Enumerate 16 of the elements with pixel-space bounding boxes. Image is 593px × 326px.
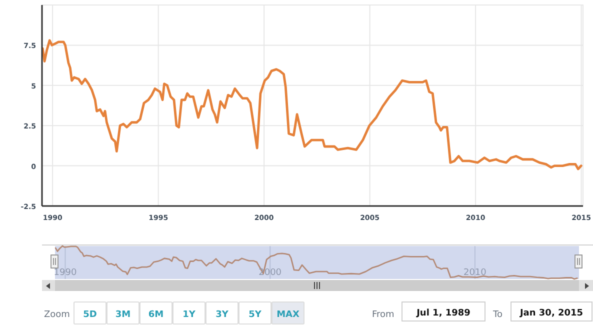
text: To: [492, 310, 503, 320]
text: Zoom: [44, 310, 70, 320]
zoom-button: 3Y: [206, 302, 238, 324]
text: From: [372, 310, 394, 320]
zoom-button: MAX: [272, 302, 304, 324]
zoom-button: 5D: [74, 302, 106, 324]
zoom-button: 3M: [106, 302, 140, 324]
line-series: [41, 39, 582, 170]
x-tick-label: 2000: [258, 268, 282, 278]
zoom-button: 6M: [140, 302, 172, 324]
x-tick-label: 1990: [54, 268, 77, 278]
x-tick-label: 2010: [463, 268, 487, 278]
zoom-button: 5Y: [238, 302, 272, 324]
zoom-button: 1Y: [172, 302, 206, 324]
date-field: Jul 1, 1989: [402, 302, 486, 322]
date-field: Jan 30, 2015: [510, 302, 592, 322]
